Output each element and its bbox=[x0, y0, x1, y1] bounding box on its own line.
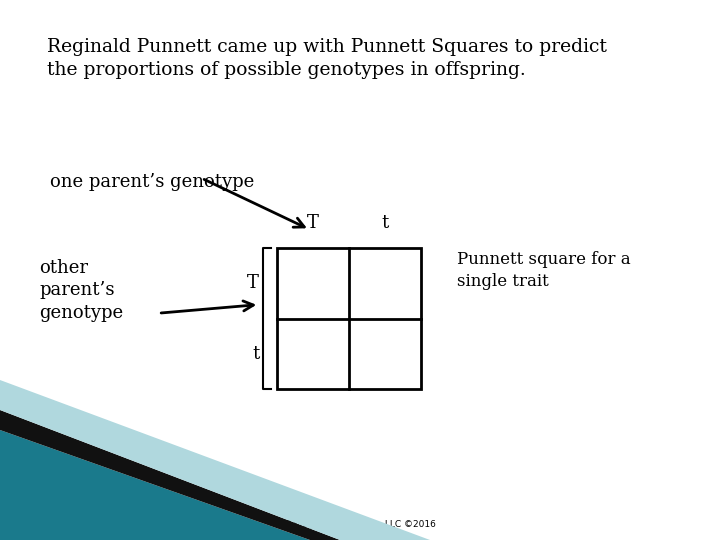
Text: t: t bbox=[252, 345, 259, 363]
Text: t: t bbox=[382, 214, 389, 232]
Text: one parent’s genotype: one parent’s genotype bbox=[50, 173, 255, 191]
Text: ©NittyGritty Science, LLC ©2016: ©NittyGritty Science, LLC ©2016 bbox=[284, 520, 436, 529]
Bar bbox=[277, 248, 421, 389]
Text: T: T bbox=[307, 214, 319, 232]
Text: Punnett square for a
single trait: Punnett square for a single trait bbox=[457, 251, 631, 289]
Text: T: T bbox=[248, 274, 259, 293]
Text: Reginald Punnett came up with Punnett Squares to predict
the proportions of poss: Reginald Punnett came up with Punnett Sq… bbox=[47, 38, 607, 79]
Text: other
parent’s
genotype: other parent’s genotype bbox=[40, 259, 124, 322]
